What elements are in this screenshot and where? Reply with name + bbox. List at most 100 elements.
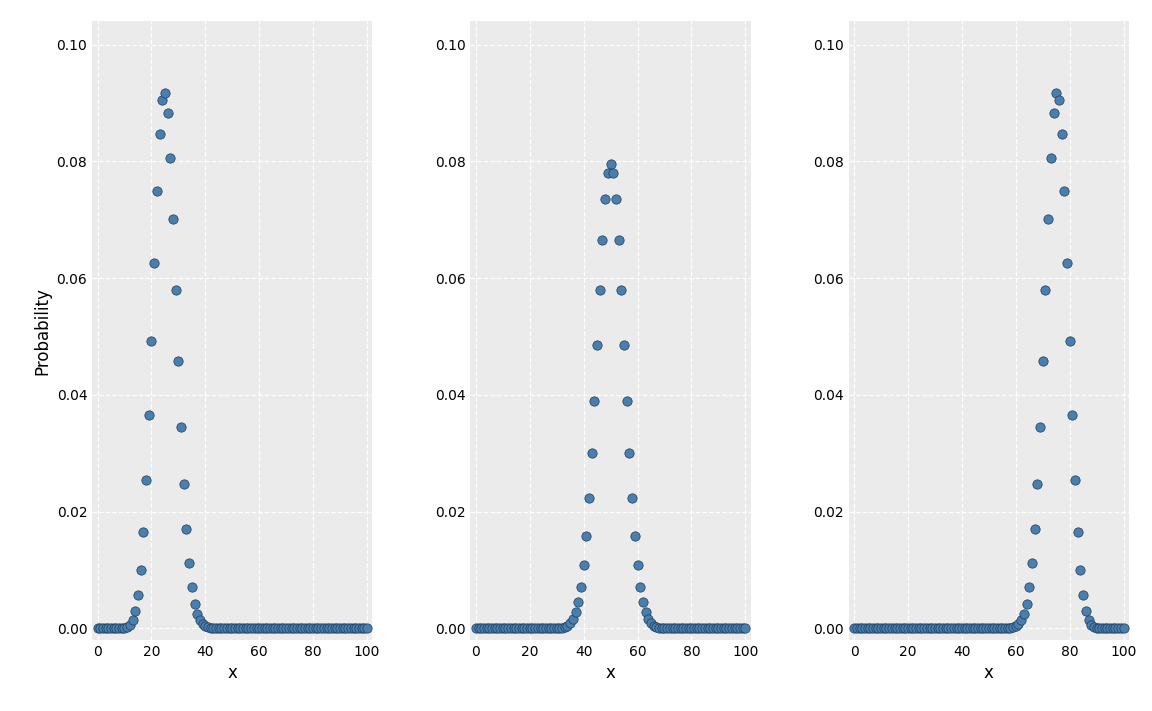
Point <box>175 478 194 489</box>
Point <box>169 356 188 367</box>
Point <box>599 167 617 178</box>
Point <box>537 623 555 634</box>
Point <box>202 622 220 634</box>
Point <box>126 605 144 616</box>
Point <box>258 623 276 634</box>
Point <box>977 623 995 634</box>
Point <box>101 623 120 634</box>
Point <box>501 623 520 634</box>
Point <box>931 623 949 634</box>
Point <box>1109 623 1128 634</box>
Point <box>339 623 357 634</box>
Point <box>588 340 606 351</box>
Point <box>1071 564 1090 575</box>
Point <box>706 623 725 634</box>
Point <box>995 622 1014 634</box>
Point <box>623 493 642 504</box>
Point <box>274 623 293 634</box>
Point <box>664 623 682 634</box>
Point <box>505 623 523 634</box>
Point <box>971 623 990 634</box>
Point <box>979 623 998 634</box>
Point <box>477 623 495 634</box>
Point <box>896 623 915 634</box>
Point <box>1112 623 1130 634</box>
Point <box>1007 621 1025 632</box>
Point <box>298 623 317 634</box>
Point <box>488 623 507 634</box>
Point <box>1101 623 1120 634</box>
Point <box>551 622 569 634</box>
Point <box>553 622 571 634</box>
Point <box>902 623 920 634</box>
Point <box>280 623 298 634</box>
Point <box>1001 622 1020 634</box>
Point <box>615 340 634 351</box>
Point <box>601 158 620 169</box>
Point <box>593 234 612 245</box>
Point <box>312 623 331 634</box>
Point <box>167 284 185 296</box>
Point <box>636 606 654 618</box>
Point <box>97 623 115 634</box>
Point <box>472 623 491 634</box>
Point <box>856 623 874 634</box>
Point <box>631 581 650 592</box>
Point <box>139 410 158 421</box>
Point <box>660 623 679 634</box>
Point <box>894 623 912 634</box>
Point <box>210 623 228 634</box>
X-axis label: x: x <box>606 664 615 683</box>
Point <box>658 623 676 634</box>
Point <box>861 623 879 634</box>
Point <box>199 621 218 633</box>
Point <box>926 623 945 634</box>
Point <box>145 257 164 269</box>
Point <box>153 94 172 105</box>
Point <box>907 623 925 634</box>
Point <box>634 597 652 608</box>
Point <box>642 617 660 629</box>
Point <box>228 623 247 634</box>
Point <box>728 623 746 634</box>
Point <box>309 623 327 634</box>
Point <box>607 193 626 205</box>
Point <box>639 614 658 625</box>
Point <box>676 623 695 634</box>
Point <box>1082 619 1100 630</box>
Point <box>293 623 311 634</box>
Point <box>164 213 182 225</box>
Point <box>915 623 933 634</box>
Point <box>850 623 869 634</box>
Point <box>355 623 373 634</box>
Y-axis label: Probability: Probability <box>33 287 51 375</box>
Point <box>1061 335 1079 346</box>
Point <box>617 395 636 407</box>
Point <box>290 623 309 634</box>
Point <box>285 623 303 634</box>
Point <box>696 623 714 634</box>
Point <box>886 623 904 634</box>
Point <box>694 623 712 634</box>
Point <box>571 581 590 592</box>
Point <box>107 623 126 634</box>
Point <box>704 623 722 634</box>
Point <box>121 619 139 630</box>
Point <box>1074 589 1092 601</box>
Point <box>497 623 515 634</box>
Point <box>480 623 499 634</box>
Point <box>985 623 1003 634</box>
Point <box>493 623 511 634</box>
Point <box>672 623 690 634</box>
Point <box>888 623 907 634</box>
Point <box>118 621 136 632</box>
Point <box>736 623 755 634</box>
Point <box>507 623 525 634</box>
Point <box>1049 94 1068 105</box>
Point <box>223 623 242 634</box>
Point <box>934 623 953 634</box>
Point <box>567 606 585 618</box>
Point <box>226 623 244 634</box>
Point <box>1031 422 1049 433</box>
Point <box>858 623 877 634</box>
